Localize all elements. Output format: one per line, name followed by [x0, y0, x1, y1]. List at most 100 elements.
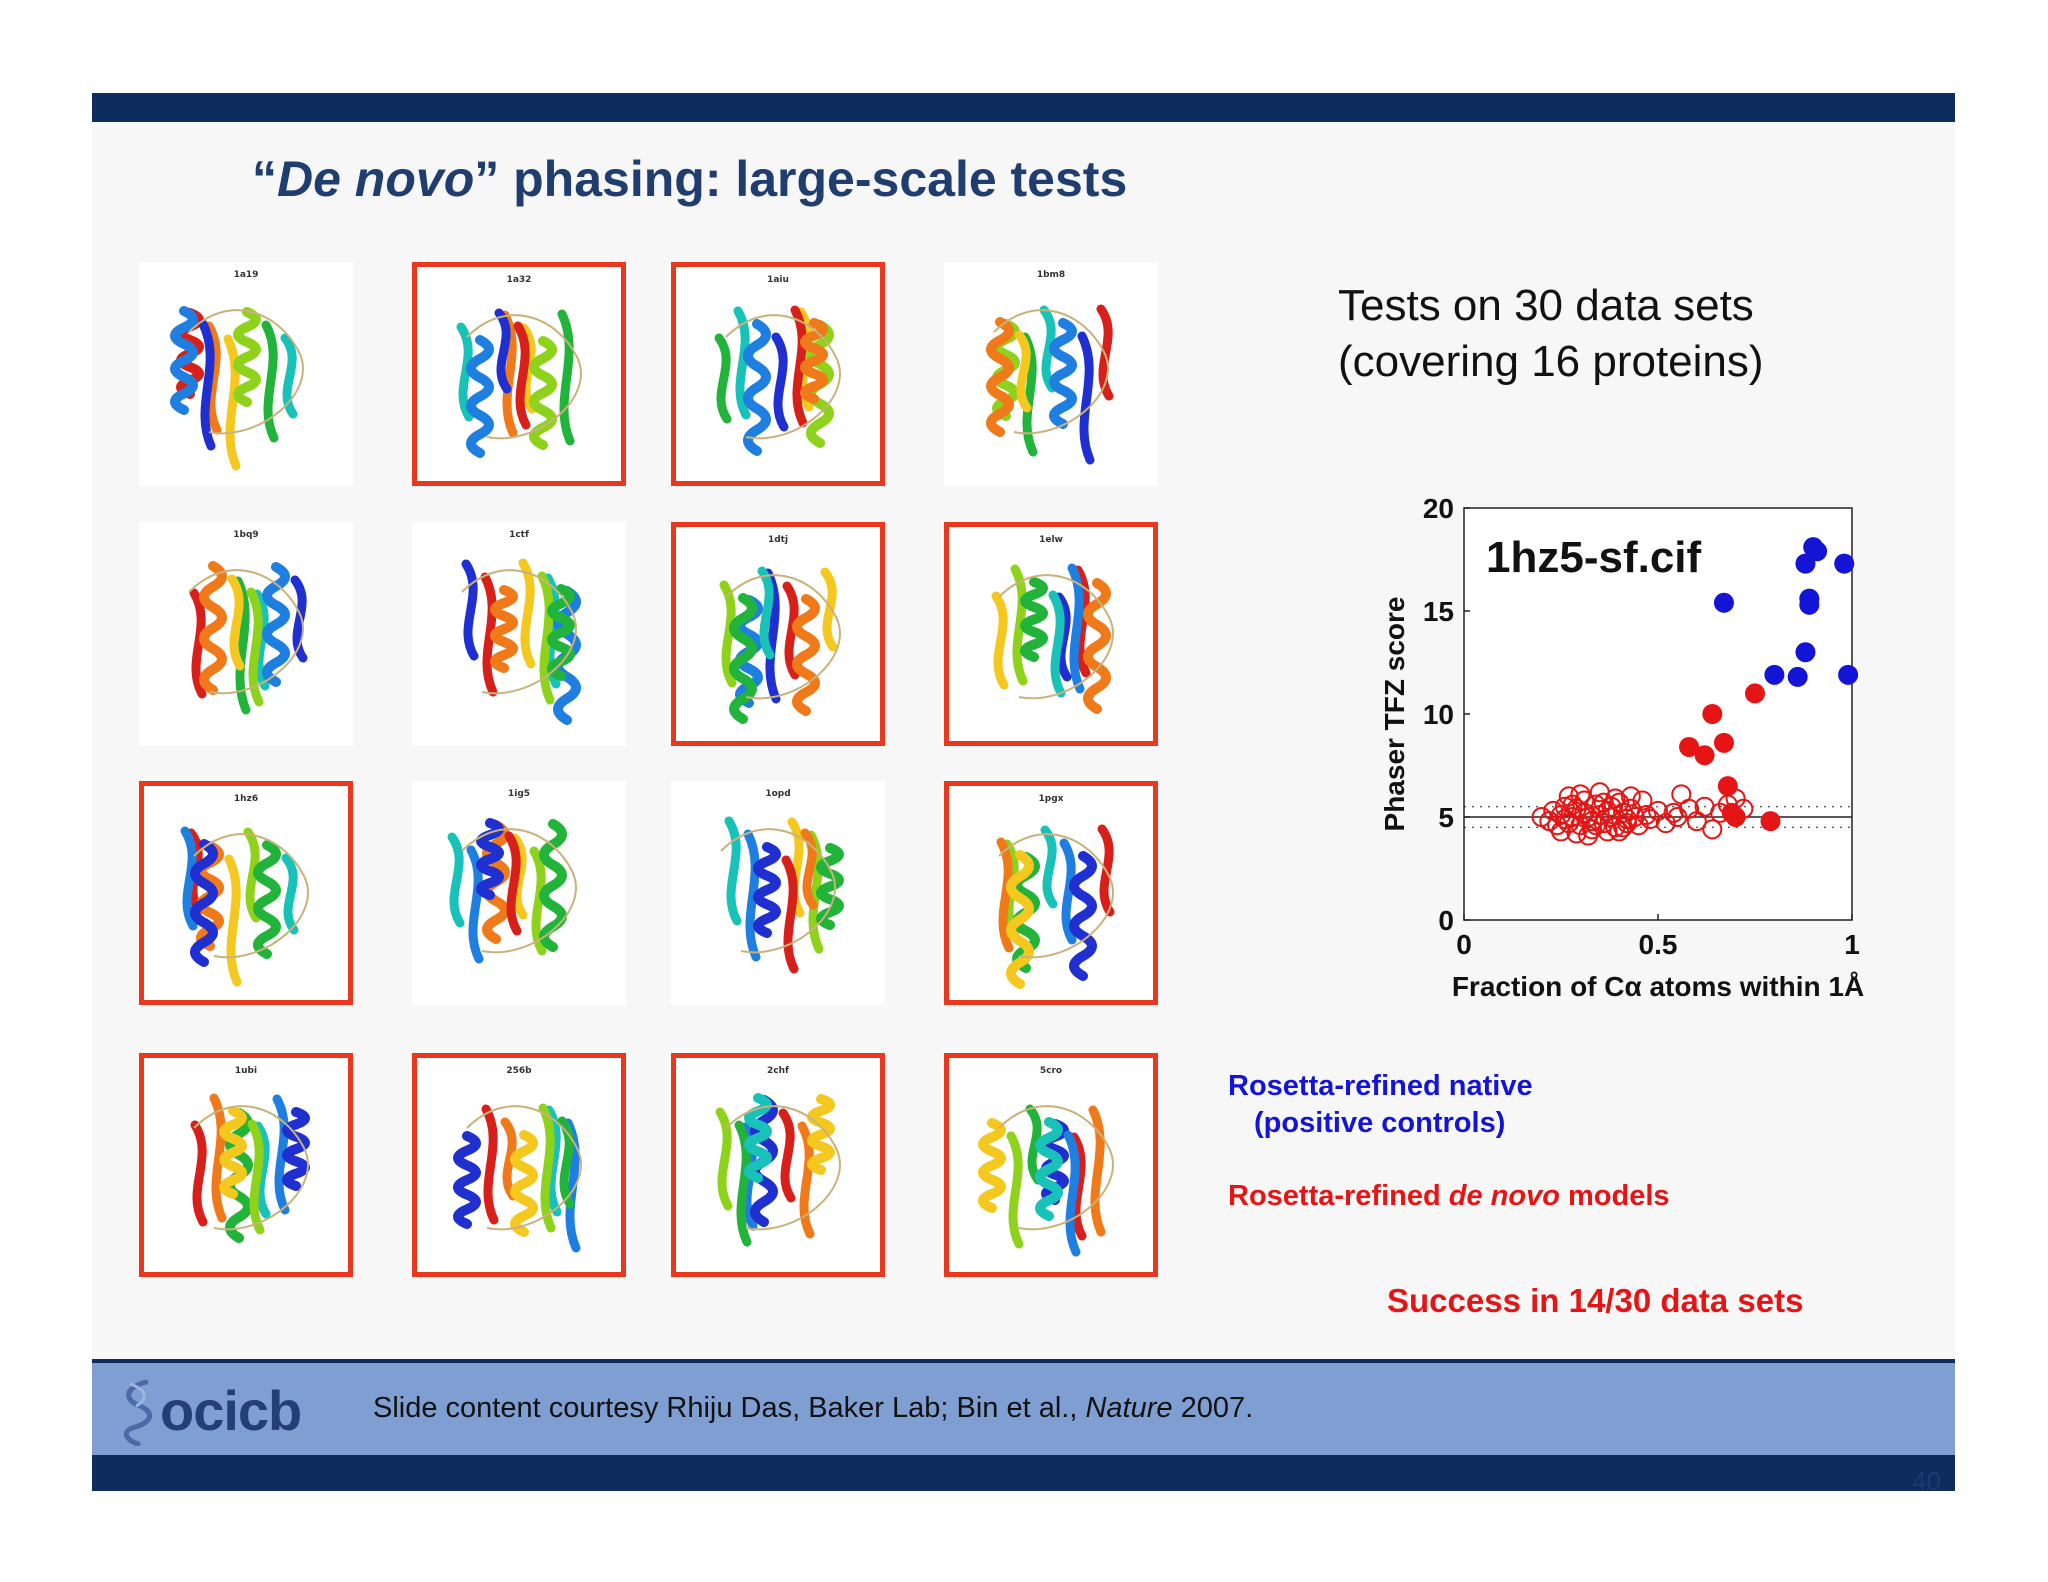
ribbon-segment: [1063, 1130, 1081, 1257]
y-axis-label: Phaser TFZ score: [1379, 597, 1410, 832]
protein-label: 1aiu: [767, 275, 789, 285]
protein-label: 1ubi: [234, 1066, 258, 1076]
ribbon-segment: [1048, 590, 1066, 698]
ribbon-segment: [504, 831, 522, 936]
data-point-filled: [1745, 683, 1765, 704]
ribbon-segment: [466, 845, 484, 964]
ribbon-segment: [456, 322, 474, 422]
data-point-filled: [1838, 664, 1859, 685]
ribbon-segment: [262, 562, 290, 687]
data-point-filled: [1799, 588, 1820, 609]
x-tick-label: 1: [1844, 929, 1860, 960]
protein-ribbon-image: [453, 1103, 582, 1253]
protein-label: 1elw: [1039, 535, 1063, 545]
protein-ribbon-image: [447, 818, 577, 964]
data-point-filled: [1807, 541, 1828, 562]
protein-label: 1bq9: [233, 530, 259, 540]
ribbon-segment: [466, 335, 494, 458]
protein-label: 1ig5: [507, 789, 531, 799]
data-point-open: [1554, 809, 1575, 830]
data-point-filled: [1787, 666, 1808, 687]
ribbon-segment: [538, 1103, 556, 1233]
data-point-filled: [1702, 704, 1723, 724]
ribbon-segment: [190, 1120, 208, 1227]
ribbon-segment: [792, 594, 820, 716]
ribbon-segment: [1083, 578, 1111, 714]
protein-ribbon-image: [996, 824, 1115, 989]
ribbon-segment: [447, 832, 465, 928]
protein-ribbon-image: [986, 304, 1114, 465]
ribbon-segment: [1054, 592, 1072, 682]
x-axis-label: Fraction of Cα atoms within 1Å: [1452, 971, 1864, 1002]
protein-thumb-1opd: 1opd: [671, 781, 885, 1005]
ribbon-segment: [816, 843, 844, 930]
chart-annotation: 1hz5-sf.cif: [1486, 533, 1702, 582]
data-point-open: [1616, 813, 1637, 834]
ribbon-segment: [1077, 331, 1095, 465]
ribbon-loop: [725, 1105, 841, 1231]
ribbon-segment: [252, 589, 270, 691]
legend-native-line-1: Rosetta-refined native: [1228, 1070, 1533, 1102]
ribbon-segment: [744, 1093, 772, 1183]
ribbon-segment: [800, 318, 828, 404]
protein-ribbon-image: [978, 1104, 1114, 1257]
ribbon-segment: [453, 1131, 481, 1229]
ribbon-segment: [233, 307, 261, 407]
data-point-open: [1578, 825, 1599, 846]
logo-text: ocicb: [160, 1379, 302, 1442]
ribbon-segment: [282, 1107, 310, 1191]
ribbon-segment: [253, 840, 281, 959]
footer-band: [92, 1359, 1955, 1455]
ribbon-segment: [481, 1104, 499, 1225]
ribbon-segment: [1020, 577, 1048, 662]
y-tick-label: 0: [1438, 905, 1454, 936]
x-tick-label: 0: [1456, 929, 1472, 960]
ribbon-segment: [476, 818, 504, 900]
ribbon-segment: [261, 320, 279, 443]
data-point-open: [1620, 786, 1641, 807]
tests-line-1: Tests on 30 data sets: [1338, 281, 1754, 330]
data-point-open: [1702, 819, 1723, 840]
ribbon-segment: [1069, 1132, 1087, 1241]
data-point-filled: [1694, 745, 1715, 766]
ribbon-segment: [281, 853, 299, 935]
data-point-open: [1632, 790, 1653, 811]
protein-thumb-5cro: 5cro: [944, 1053, 1158, 1277]
ribbon-segment: [996, 837, 1014, 953]
data-point-open: [1655, 813, 1676, 834]
ribbon-loop: [466, 1105, 582, 1231]
ribbon-loop: [193, 1105, 309, 1231]
y-tick-label: 10: [1423, 699, 1454, 730]
page-number: 40: [1912, 1466, 1941, 1496]
ribbon-segment: [204, 321, 222, 435]
ribbon-segment: [510, 833, 528, 920]
ribbon-loop: [998, 574, 1114, 700]
protein-thumb-1bm8: 1bm8: [944, 262, 1158, 486]
slide-title: “De novo” phasing: large-scale tests: [252, 150, 1127, 208]
protein-label: 1a32: [506, 275, 532, 285]
ribbon-segment: [991, 591, 1009, 690]
protein-thumb-1ctf: 1ctf: [412, 522, 626, 746]
title-quote-close: ”: [474, 151, 500, 207]
ribbon-segment: [807, 1094, 835, 1175]
protein-label: 1bm8: [1036, 270, 1066, 280]
data-point-filled: [1717, 776, 1738, 797]
data-point-open: [1566, 823, 1587, 844]
protein-label: 256b: [506, 1066, 532, 1076]
credit-italic: Nature: [1085, 1392, 1173, 1424]
data-point-open: [1585, 794, 1606, 815]
ribbon-segment: [224, 854, 242, 987]
success-note: Success in 14/30 data sets: [1387, 1282, 1804, 1319]
data-point-filled: [1679, 736, 1700, 757]
ribbon-loop: [998, 833, 1114, 959]
protein-thumb-1dtj: 1dtj: [671, 522, 885, 746]
ribbon-segment: [518, 558, 536, 669]
protein-ribbon-image: [720, 816, 844, 974]
ribbon-segment: [1025, 1104, 1043, 1185]
data-point-open: [1601, 796, 1622, 817]
protein-ribbon-image: [180, 826, 309, 987]
protein-thumb-1hz6: 1hz6: [139, 781, 353, 1005]
ribbon-segment: [1040, 825, 1058, 909]
ribbon-segment: [715, 1107, 733, 1211]
